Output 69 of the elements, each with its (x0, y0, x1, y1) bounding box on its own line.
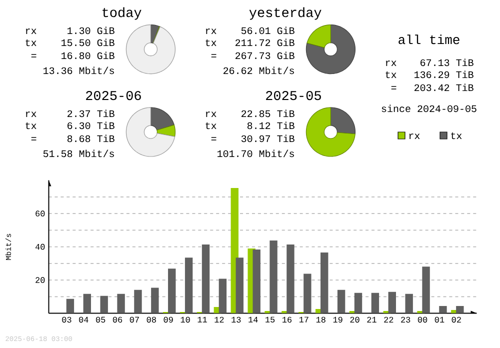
text: tx (206, 39, 216, 46)
text: 51.58 Mbit/s (43, 150, 114, 158)
x-tick-label: 23 (401, 316, 410, 323)
x-tick-label: 20 (350, 316, 360, 323)
text: 8.68 TiB (67, 134, 114, 142)
text: 22.85 TiB (242, 110, 294, 118)
x-tick-label: 02 (452, 316, 461, 323)
x-tick-label: 09 (164, 316, 173, 323)
text: tx (26, 39, 36, 46)
x-tick-label: 04 (79, 316, 88, 323)
text: 67.13 TiB (420, 58, 474, 66)
y-tick-label: 20 (36, 277, 45, 283)
x-tick-label: 08 (146, 316, 156, 323)
chart-title: 2025-05 (266, 90, 321, 100)
x-tick-label: 22 (384, 316, 394, 323)
x-tick-label: 00 (418, 316, 428, 323)
chart-title: yesterday (249, 7, 322, 20)
text: 1.30 GiB (68, 26, 114, 34)
text: 6.30 TiB (68, 122, 114, 130)
text: 136.29 TiB (414, 70, 474, 78)
x-tick-label: 19 (333, 316, 342, 323)
x-tick-label: 11 (198, 316, 207, 322)
text: tx (386, 71, 396, 78)
text: 26.62 Mbit/s (223, 66, 294, 74)
legend-label: tx (451, 132, 462, 140)
text: 267.73 GiB (236, 52, 294, 60)
x-tick-label: 05 (96, 316, 106, 323)
text: = (211, 54, 216, 58)
legend-label: rx (409, 134, 420, 139)
y-tick-label: 60 (36, 210, 45, 216)
x-tick-label: 16 (282, 316, 292, 323)
x-tick-label: 10 (180, 316, 190, 323)
text: = (31, 137, 36, 140)
x-tick-label: 14 (248, 316, 258, 322)
text: = (211, 137, 216, 140)
text: rx (26, 28, 36, 34)
text: = (391, 86, 396, 90)
text: rx (206, 28, 216, 34)
x-tick-label: 12 (214, 316, 224, 323)
text: 2.37 TiB (68, 110, 114, 118)
text: 203.42 TiB (414, 84, 474, 92)
text: 13.36 Mbit/s (44, 66, 114, 74)
x-tick-label: 17 (299, 316, 308, 322)
text: 30.97 TiB (241, 134, 294, 142)
y-tick-label: 40 (35, 244, 45, 250)
x-tick-label: 07 (130, 316, 139, 323)
text: all time (398, 34, 460, 44)
text: tx (26, 122, 36, 130)
x-tick-label: 13 (232, 316, 241, 323)
x-tick-label: 01 (434, 316, 444, 323)
text: 211.72 GiB (236, 38, 294, 46)
text: 16.80 GiB (62, 52, 114, 60)
text: rx (26, 112, 36, 117)
chart-title: today (102, 7, 142, 20)
text: rx (386, 60, 396, 66)
text: since 2024-09-05 (382, 104, 476, 112)
x-tick-label: 18 (316, 316, 326, 323)
x-tick-label: 15 (266, 316, 275, 322)
x-tick-label: 06 (112, 316, 122, 323)
text: rx (206, 112, 216, 117)
x-tick-label: 03 (62, 316, 72, 323)
text: 8.12 TiB (247, 122, 294, 130)
text: 101.70 Mbit/s (218, 150, 294, 158)
text: 15.50 GiB (62, 38, 114, 46)
text: = (31, 54, 36, 58)
text: tx (206, 122, 216, 130)
x-tick-label: 21 (367, 316, 376, 323)
text: 56.01 GiB (241, 26, 294, 34)
chart-title: 2025-06 (86, 90, 141, 100)
